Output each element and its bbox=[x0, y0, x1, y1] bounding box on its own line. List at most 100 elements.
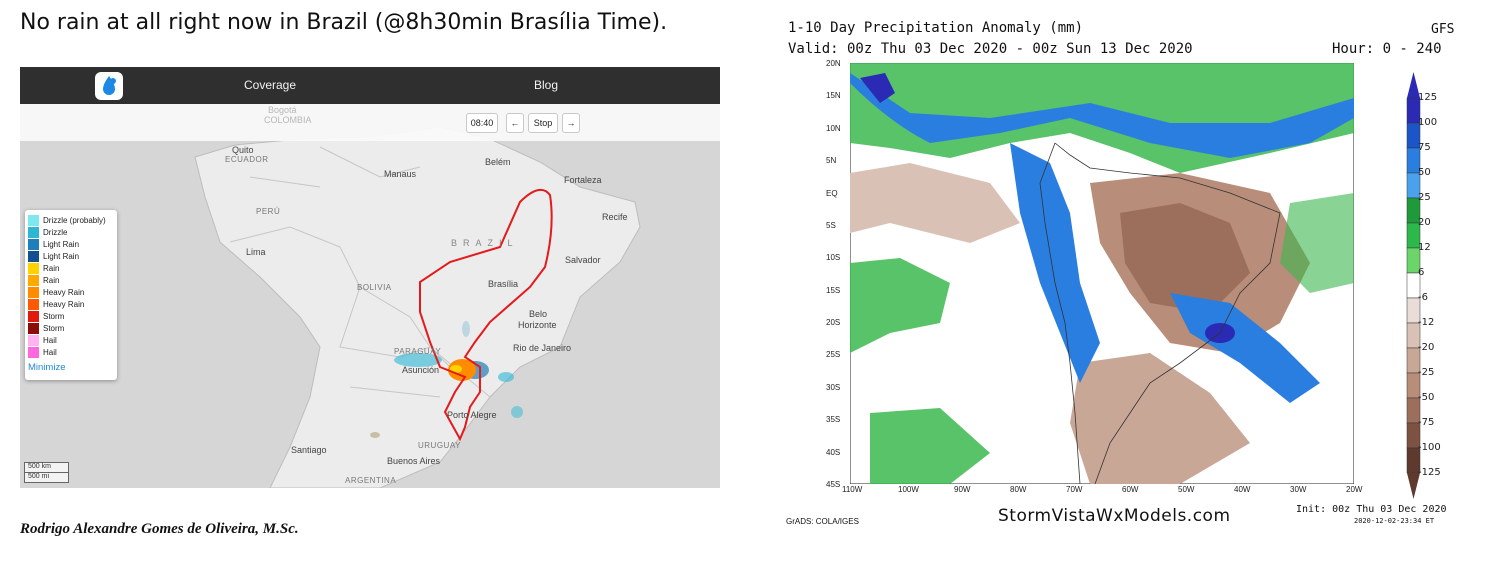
legend-item: Light Rain bbox=[28, 250, 114, 262]
next-frame-button[interactable]: → bbox=[562, 113, 580, 133]
latitude-label: 35S bbox=[826, 415, 841, 425]
colorbar-label: -75 bbox=[1418, 417, 1435, 428]
latitude-label: EQ bbox=[826, 188, 838, 198]
latitude-label: 20N bbox=[826, 59, 841, 68]
legend-item: Drizzle bbox=[28, 226, 114, 238]
legend-label: Light Rain bbox=[43, 239, 80, 249]
map-label-belo: Belo bbox=[529, 309, 548, 319]
colorbar-label: 25 bbox=[1418, 192, 1431, 203]
legend-swatch bbox=[28, 214, 39, 226]
nav-blog-link[interactable]: Blog bbox=[534, 78, 559, 92]
legend-label: Hail bbox=[43, 347, 57, 357]
nav-coverage-link[interactable]: Coverage bbox=[244, 78, 297, 92]
rain-cell bbox=[511, 406, 523, 418]
longitude-label: 70W bbox=[1066, 485, 1083, 494]
legend-swatch bbox=[28, 250, 39, 262]
anomaly-model: GFS bbox=[1431, 22, 1455, 37]
map-label-paraguay: PARAGUAY bbox=[394, 347, 442, 356]
map-label-rio: Rio de Janeiro bbox=[513, 343, 572, 353]
latitude-label: 40S bbox=[826, 447, 841, 457]
scale-mi: 500 mi bbox=[28, 473, 50, 480]
map-label-colombia: COLOMBIA bbox=[264, 115, 312, 125]
map-label-porto-alegre: Porto Alegre bbox=[447, 410, 497, 420]
legend-swatch bbox=[28, 346, 39, 358]
map-scale-bar: 500 km 500 mi bbox=[24, 462, 86, 484]
map-label-recife: Recife bbox=[602, 212, 628, 222]
no-rain-outline bbox=[419, 188, 553, 442]
colorbar-label: -25 bbox=[1418, 367, 1435, 378]
map-label-horizonte: Horizonte bbox=[518, 320, 557, 330]
time-display-button[interactable]: 08:40 bbox=[466, 113, 498, 133]
playback-controls: 08:40 ← Stop → bbox=[20, 104, 720, 141]
anomaly-colorbar bbox=[1406, 72, 1421, 499]
longitude-label: 80W bbox=[1010, 485, 1027, 494]
colorbar-label: -20 bbox=[1418, 342, 1435, 353]
map-label-belem: Belém bbox=[485, 157, 511, 167]
headline: No rain at all right now in Brazil (@8h3… bbox=[20, 10, 668, 35]
legend-swatch bbox=[28, 238, 39, 250]
latitude-label: 10S bbox=[826, 253, 841, 263]
colorbar-label: -6 bbox=[1418, 292, 1428, 303]
longitude-label: 50W bbox=[1178, 485, 1195, 494]
colorbar-label: 12 bbox=[1418, 242, 1431, 253]
map-label-santiago: Santiago bbox=[291, 445, 327, 455]
scale-km: 500 km bbox=[28, 463, 51, 470]
source-website[interactable]: StormVistaWxModels.com bbox=[998, 506, 1231, 526]
precipitation-legend: Drizzle (probably) Drizzle Light Rain Light… bbox=[25, 210, 117, 380]
map-label-peru: PERÚ bbox=[256, 207, 281, 216]
colorbar-label: 100 bbox=[1418, 117, 1438, 128]
longitude-label: 100W bbox=[898, 485, 919, 494]
latitude-label: 30S bbox=[826, 382, 841, 392]
legend-label: Light Rain bbox=[43, 251, 80, 261]
legend-swatch bbox=[28, 274, 39, 286]
colorbar-top-arrow bbox=[1407, 72, 1420, 98]
anomaly-hour-range: Hour: 0 - 240 bbox=[1332, 41, 1442, 57]
legend-item: Heavy Rain bbox=[28, 298, 114, 310]
map-label-lima: Lima bbox=[246, 247, 266, 257]
legend-item: Drizzle (probably) bbox=[28, 214, 114, 226]
longitude-label: 60W bbox=[1122, 485, 1139, 494]
author-signature: Rodrigo Alexandre Gomes de Oliveira, M.S… bbox=[20, 521, 299, 537]
latitude-label: 5S bbox=[826, 220, 836, 230]
legend-item: Hail bbox=[28, 334, 114, 346]
longitude-label: 110W bbox=[842, 485, 863, 494]
rain-cell bbox=[448, 359, 476, 381]
latitude-label: 25S bbox=[826, 350, 841, 360]
legend-label: Drizzle bbox=[43, 227, 68, 237]
map-label-asuncion: Asunción bbox=[402, 365, 440, 375]
longitude-label: 40W bbox=[1234, 485, 1251, 494]
app-logo-icon[interactable] bbox=[95, 72, 123, 100]
rain-cell bbox=[370, 432, 380, 438]
map-label-ecuador: ECUADOR bbox=[225, 155, 269, 164]
timestamp: 2020-12-02-23:34 ET bbox=[1354, 517, 1435, 525]
longitude-label: 30W bbox=[1290, 485, 1307, 494]
colorbar-label: 50 bbox=[1418, 167, 1431, 178]
previous-frame-button[interactable]: ← bbox=[506, 113, 524, 133]
longitude-label: 90W bbox=[954, 485, 971, 494]
legend-swatch bbox=[28, 226, 39, 238]
map-label-fortaleza: Fortaleza bbox=[564, 175, 602, 185]
map-label-bogota: Bogotá bbox=[268, 105, 297, 115]
legend-item: Rain bbox=[28, 274, 114, 286]
stop-button[interactable]: Stop bbox=[528, 113, 558, 133]
legend-item: Rain bbox=[28, 262, 114, 274]
legend-swatch bbox=[28, 262, 39, 274]
init-time: Init: 00z Thu 03 Dec 2020 bbox=[1296, 504, 1447, 515]
latitude-label: 15S bbox=[826, 285, 841, 295]
legend-swatch bbox=[28, 334, 39, 346]
rain-cell bbox=[462, 321, 470, 337]
legend-item: Light Rain bbox=[28, 238, 114, 250]
colorbar-label: -125 bbox=[1418, 467, 1441, 478]
legend-minimize-link[interactable]: Minimize bbox=[28, 362, 66, 373]
anomaly-map bbox=[850, 63, 1354, 484]
legend-item: Hail bbox=[28, 346, 114, 358]
radar-map-panel[interactable]: Coverage Blog 08:40 ← Stop → Bogotá COLO… bbox=[20, 67, 720, 488]
rain-cell bbox=[394, 353, 442, 367]
latitude-label: 5N bbox=[826, 156, 837, 166]
map-label-quito: Quito bbox=[232, 145, 254, 155]
colorbar-label: -12 bbox=[1418, 317, 1435, 328]
legend-swatch bbox=[28, 298, 39, 310]
anomaly-title: 1-10 Day Precipitation Anomaly (mm) bbox=[788, 20, 1084, 36]
anomaly-valid-range: Valid: 00z Thu 03 Dec 2020 - 00z Sun 13 … bbox=[788, 41, 1193, 57]
legend-label: Rain bbox=[43, 263, 60, 273]
